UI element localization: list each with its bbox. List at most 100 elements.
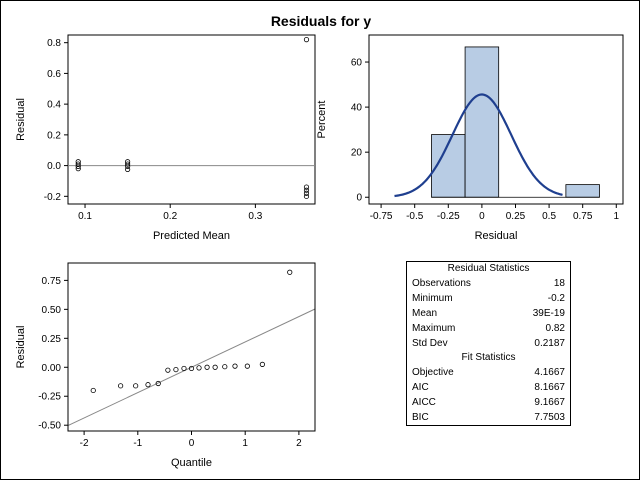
residual-point (303, 193, 310, 199)
stat-value: 18 (553, 278, 565, 289)
histogram-bar (464, 46, 500, 198)
qq-point (287, 269, 293, 275)
stat-row: Minimum -0.2 (407, 291, 570, 306)
qq-point (118, 383, 124, 389)
stat-label: Maximum (412, 323, 456, 334)
normal-density-curve (394, 93, 563, 198)
y-tick-label: 40 (351, 103, 363, 114)
residual-point (125, 161, 131, 167)
residual-point (125, 166, 131, 173)
stat-value: 9.1667 (534, 397, 565, 408)
x-tick-label: 2 (296, 438, 302, 449)
stat-label: Mean (412, 308, 438, 319)
y-tick-label: -0.50 (38, 421, 61, 432)
qq-point (155, 380, 161, 387)
residual-point (303, 184, 310, 190)
stat-label: Observations (412, 278, 471, 289)
x-tick-label: 0.25 (506, 211, 526, 222)
plot-frame (368, 34, 624, 205)
stat-row: Observations 18 (407, 276, 570, 291)
x-tick-label: 0.5 (542, 211, 556, 222)
x-tick-label: 1 (613, 211, 619, 222)
y-tick-label: -0.2 (44, 192, 62, 203)
residual-point (125, 163, 131, 169)
qq-point (90, 387, 96, 394)
x-tick-label: -0.5 (406, 211, 424, 222)
y-tick-label: 0.50 (42, 305, 62, 316)
residual-point (303, 37, 310, 43)
x-tick-label: -0.25 (437, 211, 460, 222)
qq-reference-line (67, 308, 316, 427)
qq-point (232, 363, 238, 369)
stat-value: 39E-19 (532, 308, 565, 319)
qq-point (244, 363, 250, 369)
stat-label: Objective (412, 367, 454, 378)
residual-point (303, 190, 310, 196)
qq-point (165, 367, 171, 373)
y-tick-label: 20 (351, 148, 363, 159)
y-tick-label: 0.0 (47, 161, 61, 172)
stat-row: AIC 8.1667 (407, 380, 570, 395)
y-axis-label: Percent (316, 101, 328, 139)
qq-point (173, 366, 179, 373)
statistics-table: Residual Statistics Observations 18 Minim… (406, 261, 571, 426)
plot-frame (67, 262, 316, 432)
qq-point (204, 364, 210, 370)
y-tick-label: 0 (356, 193, 362, 204)
stat-value: 0.82 (545, 323, 565, 334)
stat-row: AICC 9.1667 (407, 395, 570, 410)
x-tick-label: 1 (242, 438, 248, 449)
x-axis-label: Residual (475, 230, 518, 242)
y-tick-label: 0.00 (42, 363, 62, 374)
residual-point (303, 187, 310, 193)
y-tick-label: 0.8 (47, 38, 61, 49)
y-tick-label: 0.6 (47, 69, 61, 80)
fit-statistics-header: Fit Statistics (461, 352, 516, 363)
plot-title: Residuals for y (271, 13, 372, 29)
qq-point (259, 361, 265, 367)
x-tick-label: 0.3 (248, 211, 262, 222)
stat-label: BIC (412, 412, 429, 423)
stat-row: Mean 39E-19 (407, 306, 570, 321)
residual-statistics-header: Residual Statistics (447, 263, 530, 274)
x-tick-label: 0.75 (573, 211, 593, 222)
stat-label: Std Dev (412, 338, 448, 349)
qq-point (196, 365, 202, 371)
qq-point (181, 365, 187, 372)
stat-value: 7.7503 (534, 412, 565, 423)
stat-label: AIC (412, 382, 429, 393)
residual-point (75, 166, 81, 172)
y-tick-label: -0.25 (38, 392, 61, 403)
y-axis-label: Residual (15, 326, 27, 369)
qq-point (212, 364, 218, 370)
stat-label: AICC (412, 397, 436, 408)
plot-frame (67, 34, 316, 205)
qq-point (145, 382, 151, 388)
x-tick-label: -0.75 (370, 211, 393, 222)
stat-value: 8.1667 (534, 382, 565, 393)
stat-label: Minimum (412, 293, 453, 304)
y-axis-label: Residual (15, 98, 27, 141)
x-axis-label: Quantile (171, 457, 212, 469)
x-tick-label: 0 (189, 438, 195, 449)
stat-row: Maximum 0.82 (407, 321, 570, 336)
y-tick-label: 0.2 (47, 130, 61, 141)
stat-row: Objective 4.1667 (407, 365, 570, 380)
y-tick-label: 0.75 (42, 276, 62, 287)
stat-row: Std Dev 0.2187 (407, 336, 570, 351)
x-tick-label: -2 (80, 438, 89, 449)
stat-value: 0.2187 (534, 338, 565, 349)
stat-value: 4.1667 (534, 367, 565, 378)
y-tick-label: 0.25 (42, 334, 62, 345)
histogram-bar (565, 184, 600, 198)
y-tick-label: 0.4 (47, 100, 61, 111)
x-axis-label: Predicted Mean (153, 230, 230, 242)
qq-point (133, 383, 139, 389)
x-tick-label: 0.2 (163, 211, 177, 222)
x-tick-label: 0 (479, 211, 485, 222)
x-tick-label: 0.1 (78, 211, 92, 222)
stat-row: BIC 7.7503 (407, 410, 570, 425)
qq-point (222, 364, 228, 370)
